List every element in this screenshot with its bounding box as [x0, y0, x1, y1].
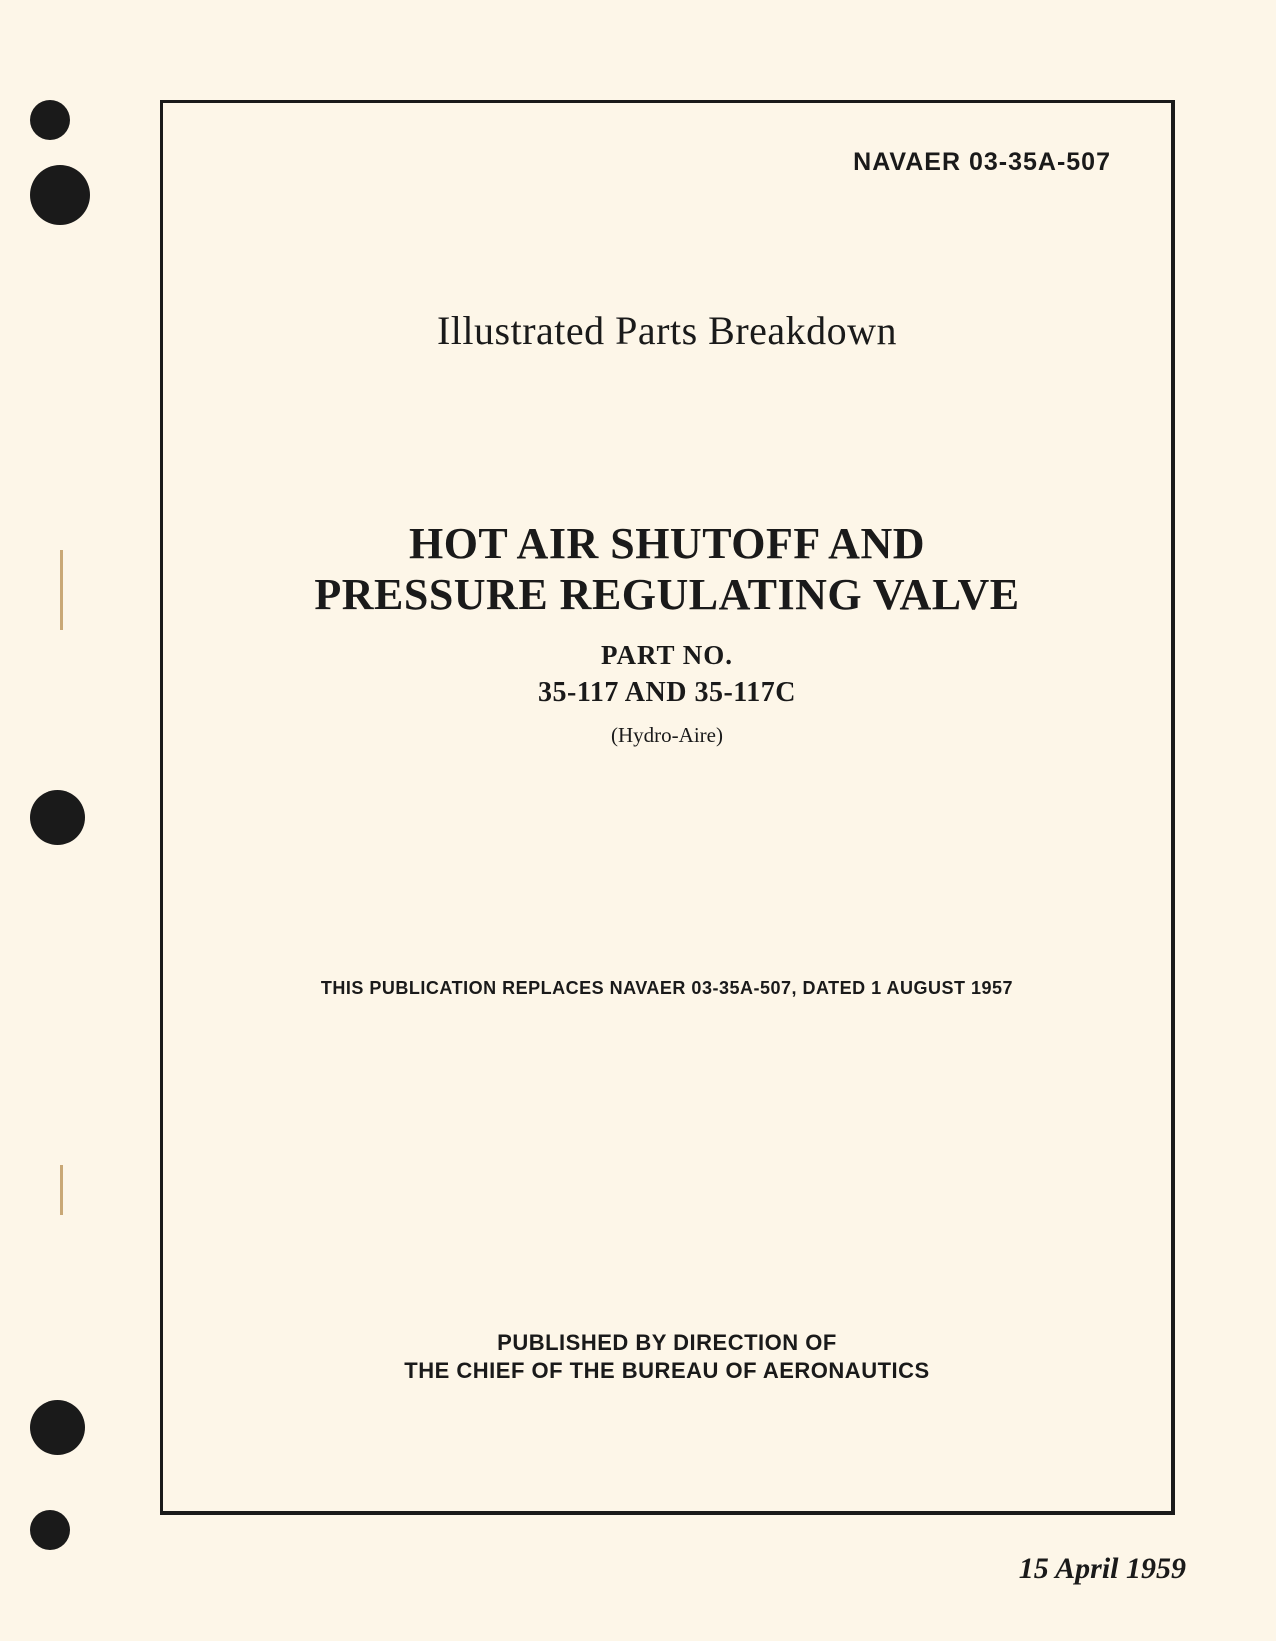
part-numbers: 35-117 AND 35-117C	[213, 677, 1121, 709]
punch-hole-icon	[30, 1510, 70, 1550]
publisher-line-1: PUBLISHED BY DIRECTION OF	[497, 1330, 837, 1355]
replaces-notice: THIS PUBLICATION REPLACES NAVAER 03-35A-…	[213, 978, 1121, 999]
subtitle: Illustrated Parts Breakdown	[213, 307, 1121, 354]
punch-hole-icon	[30, 100, 70, 140]
title-line-2: PRESSURE REGULATING VALVE	[314, 570, 1019, 619]
punch-hole-icon	[30, 790, 85, 845]
manufacturer: (Hydro-Aire)	[213, 723, 1121, 748]
publication-date: 15 April 1959	[1019, 1552, 1186, 1586]
document-page: NAVAER 03-35A-507 Illustrated Parts Brea…	[0, 0, 1276, 1641]
content-frame: NAVAER 03-35A-507 Illustrated Parts Brea…	[160, 100, 1175, 1515]
page-mark	[60, 1165, 63, 1215]
part-number-label: PART NO.	[213, 640, 1121, 671]
punch-hole-icon	[30, 1400, 85, 1455]
document-number: NAVAER 03-35A-507	[213, 148, 1111, 177]
punch-hole-icon	[30, 165, 90, 225]
publisher-line-2: THE CHIEF OF THE BUREAU OF AERONAUTICS	[404, 1358, 929, 1383]
main-title: HOT AIR SHUTOFF AND PRESSURE REGULATING …	[213, 519, 1121, 620]
title-line-1: HOT AIR SHUTOFF AND	[409, 519, 925, 568]
publisher: PUBLISHED BY DIRECTION OF THE CHIEF OF T…	[213, 1329, 1121, 1384]
page-mark	[60, 550, 63, 630]
